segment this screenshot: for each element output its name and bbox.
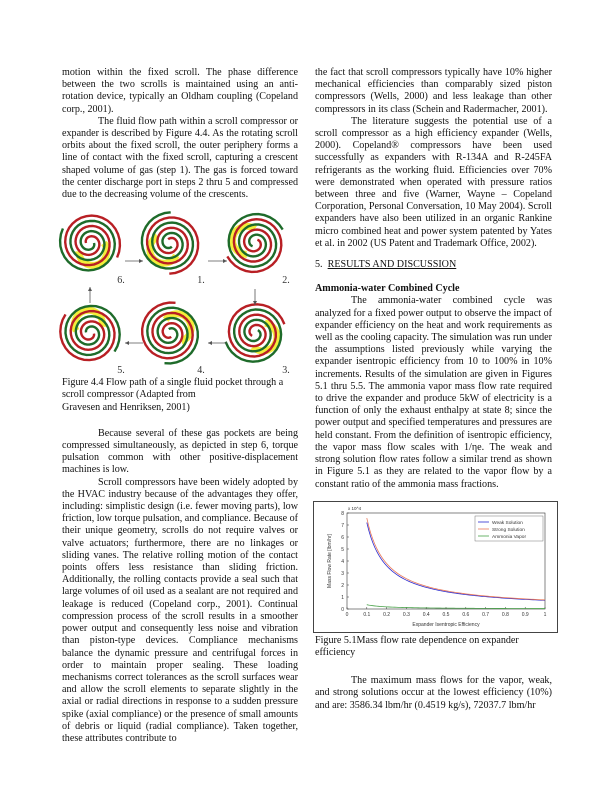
fixed-scroll <box>140 211 195 270</box>
right-column: the fact that scroll compressors typical… <box>313 67 558 712</box>
section-number: 5. <box>315 259 323 271</box>
paragraph: the fact that scroll compressors typical… <box>315 67 552 115</box>
arrow-head-icon <box>223 259 227 264</box>
caption-line: scroll compressor (Adapted from <box>62 389 196 401</box>
y-axis-label: Mass Flow Rate [lbm/hr] <box>327 533 333 588</box>
figure-4-4-caption: Figure 4.4 Flow path of a single fluid p… <box>62 377 298 414</box>
arrow-head-icon <box>125 341 129 346</box>
scroll-diagram-step <box>58 214 122 272</box>
y-tick-label: 3 <box>341 571 344 577</box>
step-label: 4. <box>197 365 205 376</box>
fixed-scroll <box>58 219 117 272</box>
series-line <box>366 604 545 609</box>
orbiting-scroll <box>226 218 283 274</box>
step-label: 1. <box>197 275 205 286</box>
fixed-scroll <box>224 308 283 364</box>
scroll-diagram-step <box>59 304 121 362</box>
x-tick-label: 0.9 <box>522 612 529 618</box>
section-heading: 5. RESULTS AND DISCUSSION <box>315 259 552 271</box>
orbiting-scroll <box>59 310 116 362</box>
figure-5-1-caption: Figure 5.1Mass flow rate dependence on e… <box>315 634 519 658</box>
x-tick-label: 0.3 <box>403 612 410 618</box>
y-tick-label: 8 <box>341 511 344 517</box>
orbiting-scroll <box>227 303 286 358</box>
legend-label: Strong Solution <box>492 527 525 533</box>
scroll-diagram-step <box>140 211 200 276</box>
caption-line: Gravesen and Henriksen, 2001) <box>62 401 190 413</box>
paragraph: The literature suggests the potential us… <box>315 115 552 249</box>
legend <box>474 515 544 541</box>
fixed-scroll <box>64 304 121 357</box>
figure-4-4-scroll-flow-path: 6. 1. 2. 5. 4. 3. <box>58 211 290 376</box>
figure-5-1-chart: 0 0.1 0.2 0.3 0.4 0.5 0.6 0.7 0.8 0.9 1 0 1 2 3 4 5 6 7 8 x … <box>313 500 558 633</box>
paragraph: The maximum mass flows for the vapor, we… <box>315 675 552 711</box>
arrow-head-icon <box>139 259 143 264</box>
x-tick-label: 0.2 <box>383 612 390 618</box>
paragraph: motion within the fixed scroll. The phas… <box>62 67 298 115</box>
paragraph: Scroll compressors have been widely adop… <box>62 476 299 744</box>
orbiting-scroll <box>140 301 194 360</box>
y-multiplier: x 10^4 <box>348 506 362 511</box>
y-tick-label: 7 <box>341 523 344 529</box>
series-line <box>366 517 546 601</box>
arrow-head-icon <box>88 287 92 292</box>
arrow-head-icon <box>208 341 212 346</box>
x-tick-label: 1 <box>544 612 547 618</box>
fixed-scroll <box>227 213 284 269</box>
x-tick-label: 0.7 <box>482 612 489 618</box>
y-tick-label: 6 <box>341 535 344 541</box>
x-axis-label: Expander Isentropic Efficiency <box>412 622 480 628</box>
step-label: 5. <box>117 365 125 376</box>
orbiting-scroll <box>145 216 200 276</box>
step-label: 6. <box>117 275 125 286</box>
caption-line: Figure 4.4 Flow path of a single fluid p… <box>62 377 284 389</box>
x-tick-label: 0.1 <box>363 612 370 618</box>
x-tick-label: 0 <box>346 612 349 618</box>
left-column: motion within the fixed scroll. The phas… <box>58 67 299 745</box>
scroll-diagram-step <box>226 213 284 274</box>
x-tick-label: 0.6 <box>462 612 469 618</box>
y-tick-label: 4 <box>341 559 344 565</box>
fixed-scroll <box>146 306 200 365</box>
orbiting-scroll <box>63 214 122 267</box>
paragraph: Because several of these gas pockets are… <box>62 427 298 476</box>
legend-label: Ammonia Vapor <box>492 534 526 540</box>
subheading: Ammonia-water Combined Cycle <box>315 283 460 295</box>
y-tick-label: 5 <box>341 547 344 553</box>
paragraph: The ammonia-water combined cycle was ana… <box>315 295 552 490</box>
x-tick-label: 0.4 <box>423 612 430 618</box>
arrow-head-icon <box>253 301 257 306</box>
paragraph: The fluid flow path within a scroll comp… <box>62 115 298 201</box>
y-tick-label: 0 <box>341 607 344 613</box>
scroll-diagram-step <box>140 301 200 365</box>
scroll-diagram-step <box>224 303 286 364</box>
series-line <box>366 522 546 601</box>
section-title: RESULTS AND DISCUSSION <box>327 259 457 271</box>
y-tick-label: 2 <box>341 583 344 589</box>
step-label: 3. <box>282 365 290 376</box>
x-tick-label: 0.5 <box>443 612 450 618</box>
x-tick-label: 0.8 <box>502 612 509 618</box>
legend-label: Weak Solution <box>492 520 523 526</box>
step-label: 2. <box>282 275 290 286</box>
y-tick-label: 1 <box>341 595 344 601</box>
